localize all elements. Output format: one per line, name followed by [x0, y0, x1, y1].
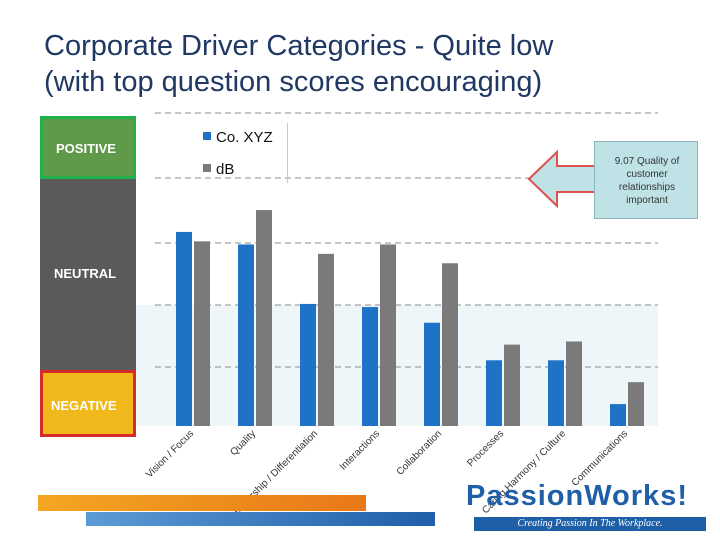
bar-series2-1	[256, 210, 272, 426]
bar-series1-7	[610, 404, 626, 426]
bar-series1-6	[548, 360, 564, 426]
callout-line-1: 9.07 Quality of	[614, 156, 680, 167]
bar-series2-3	[380, 244, 396, 426]
bar-series2-7	[628, 382, 644, 426]
title-line-2: (with top question scores encouraging)	[44, 66, 543, 98]
legend: Co. XYZ dB	[197, 123, 288, 183]
bar-series1-0	[176, 231, 192, 426]
brand-bar-blue	[86, 512, 435, 526]
x-tick-label-3: Interactions	[338, 428, 382, 472]
positive-band: POSITIVE	[40, 116, 136, 179]
callout-text: 9.07 Quality of customer relationships i…	[601, 155, 693, 207]
neutral-band: NEUTRAL	[40, 179, 136, 372]
positive-band-label: POSITIVE	[56, 141, 116, 156]
x-tick-label-5: Processes	[465, 428, 506, 469]
bar-series2-4	[442, 263, 458, 426]
brand-bar-orange	[38, 495, 366, 511]
negative-band-label: NEGATIVE	[51, 398, 117, 413]
bar-series1-4	[424, 322, 440, 426]
callout-box: 9.07 Quality of customer relationships i…	[594, 141, 698, 219]
bar-series1-5	[486, 360, 502, 426]
bar-series2-5	[504, 344, 520, 426]
callout-line-2: customer	[626, 169, 668, 180]
left-arrow-icon	[527, 150, 596, 208]
bar-series2-2	[318, 253, 334, 426]
bar-series1-2	[300, 303, 316, 426]
bars	[176, 210, 644, 426]
title-line-1: Corporate Driver Categories - Quite low	[44, 30, 554, 62]
legend-label-series1: Co. XYZ	[216, 129, 273, 146]
x-tick-label-0: Vision / Focus	[144, 428, 196, 480]
logo-wordmark: PassionWorks!	[466, 480, 688, 512]
page-title: Corporate Driver Categories - Quite low …	[44, 28, 694, 100]
legend-label-series2: dB	[216, 161, 235, 178]
legend-swatch-series1	[203, 132, 211, 140]
neutral-band-label: NEUTRAL	[54, 266, 117, 281]
x-tick-label-4: Collaboration	[395, 428, 444, 477]
legend-item-series1: Co. XYZ	[203, 129, 273, 146]
bar-series1-3	[362, 307, 378, 426]
legend-swatch-series2	[203, 164, 211, 172]
callout-line-4: important	[626, 195, 668, 206]
callout-line-3: relationships	[618, 182, 676, 193]
logo-tagline: Creating Passion In The Workplace.	[474, 517, 706, 531]
bar-series2-6	[566, 341, 582, 426]
bar-series1-1	[238, 244, 254, 426]
negative-band: NEGATIVE	[40, 370, 136, 437]
x-tick-label-1: Quality	[228, 428, 258, 458]
passionworks-logo: PassionWorks! Creating Passion In The Wo…	[462, 480, 712, 531]
bar-series2-0	[194, 241, 210, 426]
legend-item-series2: dB	[203, 161, 234, 178]
